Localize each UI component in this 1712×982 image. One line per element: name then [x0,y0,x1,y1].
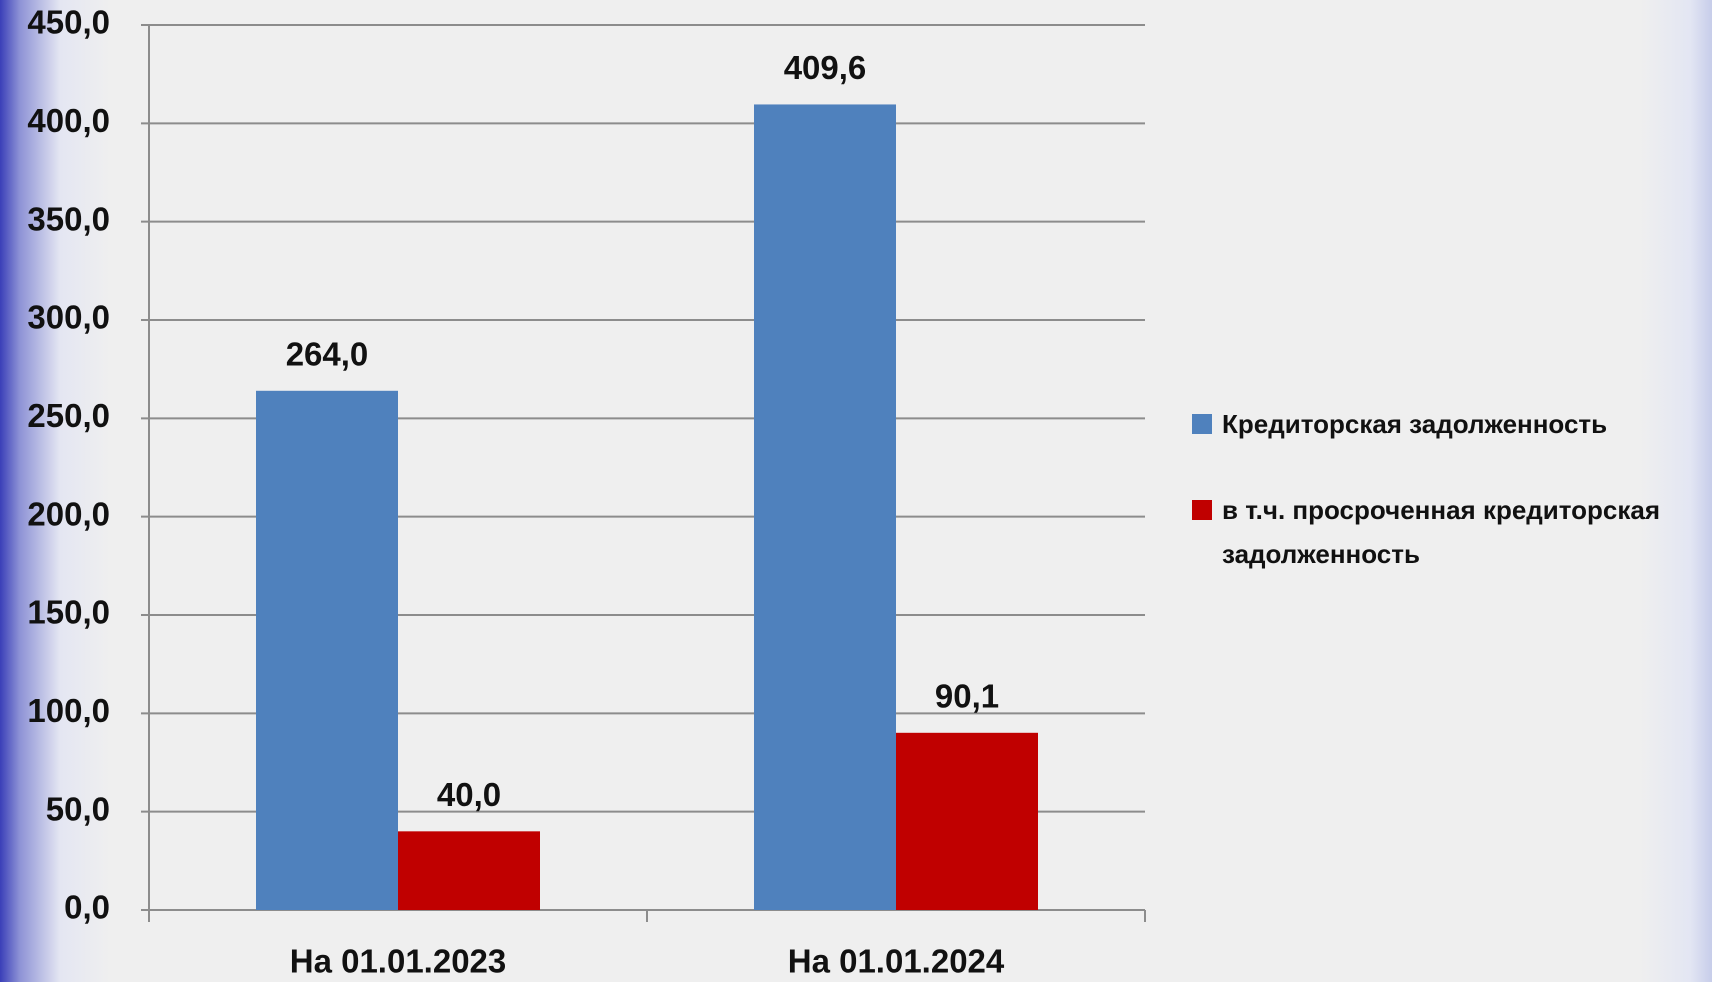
legend-entry: в т.ч. просроченная кредиторская задолже… [1192,488,1707,576]
data-label: 409,6 [784,49,867,86]
bar [896,732,1038,910]
y-tick-label: 100,0 [27,692,110,729]
bar [256,390,398,910]
y-tick-label: 0,0 [64,889,110,926]
data-label: 40,0 [437,776,501,813]
legend: Кредиторская задолженность в т.ч. просроч… [1192,402,1707,618]
legend-label: в т.ч. просроченная кредиторская задолже… [1222,495,1661,569]
x-tick-label: На 01.01.2023 [290,943,507,980]
bar [398,831,540,910]
y-tick-label: 350,0 [27,200,110,237]
data-label: 264,0 [286,336,369,373]
y-tick-label: 400,0 [27,102,110,139]
legend-swatch [1192,414,1212,434]
x-tick-label: На 01.01.2024 [788,943,1005,980]
legend-entry: Кредиторская задолженность [1192,402,1707,446]
data-label: 90,1 [935,678,999,715]
legend-swatch [1192,500,1212,520]
bar [754,104,896,911]
y-tick-label: 200,0 [27,495,110,532]
y-tick-label: 50,0 [46,790,110,827]
y-tick-label: 150,0 [27,594,110,631]
legend-label: Кредиторская задолженность [1222,409,1608,439]
y-tick-label: 450,0 [27,4,110,41]
y-tick-label: 300,0 [27,299,110,336]
y-tick-label: 250,0 [27,397,110,434]
